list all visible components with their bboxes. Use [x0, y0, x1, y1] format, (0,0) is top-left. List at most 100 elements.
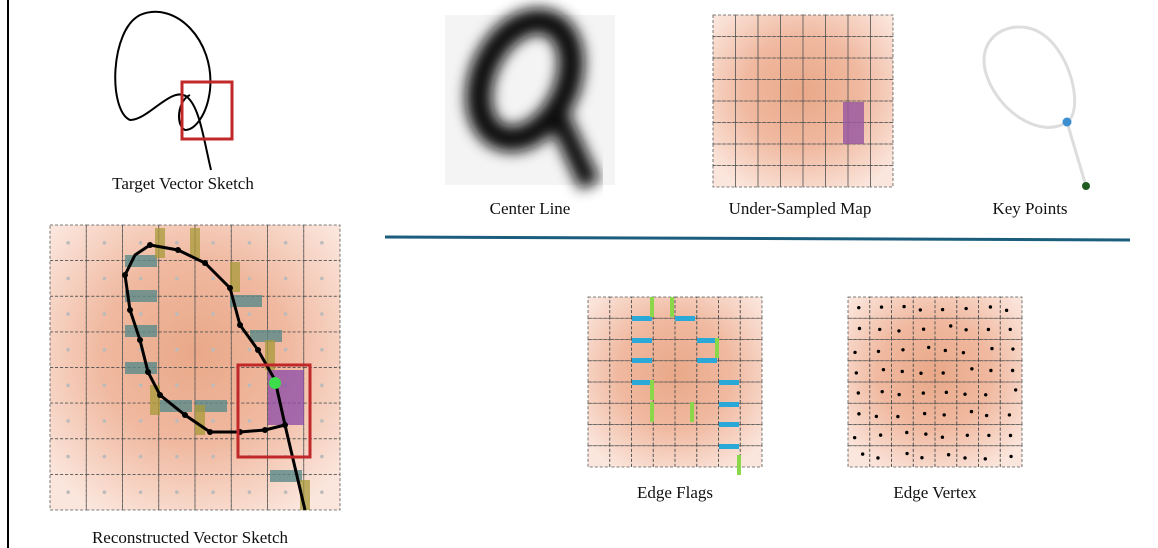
grid-dot [175, 419, 179, 423]
vertex [945, 391, 948, 394]
edge-flag [715, 338, 719, 358]
edge-flag [719, 422, 739, 427]
divider [385, 237, 1130, 240]
grid-dot [211, 241, 215, 245]
grid-dot [320, 419, 324, 423]
grid-dot [103, 419, 107, 423]
vertex [202, 260, 208, 266]
vertex [853, 436, 856, 439]
edge-flag [697, 338, 717, 343]
edge-flag [155, 228, 165, 258]
label: Edge Vertex [893, 483, 977, 502]
label: Key Points [992, 199, 1067, 218]
grid-dot [211, 455, 215, 459]
edge-flag [125, 325, 157, 337]
edge-flag [719, 380, 739, 385]
vertex [941, 436, 944, 439]
vertex [942, 413, 945, 416]
key-point [1082, 182, 1090, 190]
grid-dot [66, 241, 70, 245]
edge-flag [650, 380, 654, 400]
edge-flag [125, 362, 157, 374]
grid-dot [139, 490, 143, 494]
vertex [987, 328, 990, 331]
vertex [963, 392, 966, 395]
label: Edge Flags [637, 483, 713, 502]
vertex [182, 412, 188, 418]
vertex [858, 327, 861, 330]
grid-dot [175, 348, 179, 352]
grid-dot [66, 455, 70, 459]
vertex [255, 347, 261, 353]
vertex [970, 367, 973, 370]
grid-dot [175, 490, 179, 494]
vertex [857, 412, 860, 415]
focus-box [182, 82, 232, 139]
vertex [853, 351, 856, 354]
vertex [1011, 369, 1014, 372]
vertex [947, 453, 950, 456]
key-point [269, 377, 281, 389]
vertex [145, 369, 151, 375]
vertex [157, 392, 163, 398]
grid-dot [175, 455, 179, 459]
vertex [857, 391, 860, 394]
vertex [1008, 413, 1011, 416]
edge-flag [670, 297, 674, 317]
key-point [1063, 118, 1072, 127]
grid-dot [320, 384, 324, 388]
grid-dot [66, 312, 70, 316]
vertex [964, 328, 967, 331]
vertex [989, 369, 992, 372]
vertex [963, 456, 966, 459]
grid-dot [175, 277, 179, 281]
vertex [282, 422, 288, 428]
vertex [1014, 388, 1017, 391]
vertex [984, 457, 987, 460]
edge-flag [675, 316, 695, 321]
grid-dot [248, 241, 252, 245]
grid-dot [211, 490, 215, 494]
edge-flag [737, 455, 741, 475]
grid-dot [103, 455, 107, 459]
edge-flag [195, 405, 205, 435]
vertex [941, 308, 944, 311]
grid-dot [66, 348, 70, 352]
vertex [924, 432, 927, 435]
vertex [896, 415, 899, 418]
vertex [127, 307, 133, 313]
vertex [1009, 455, 1012, 458]
vertex [919, 308, 922, 311]
grid-dot [320, 312, 324, 316]
grid-dot [175, 312, 179, 316]
grid-dot [211, 348, 215, 352]
grid-dot [103, 241, 107, 245]
vertex [1011, 347, 1014, 350]
grid-dot [66, 490, 70, 494]
grid-dot [211, 419, 215, 423]
vertex [227, 285, 233, 291]
grid-dot [103, 384, 107, 388]
target-sketch [115, 12, 211, 170]
vertex [897, 393, 900, 396]
grid-dot [248, 384, 252, 388]
grid-dot [66, 277, 70, 281]
edge-flag [632, 338, 652, 343]
grid-dot [66, 419, 70, 423]
grid-dot [320, 490, 324, 494]
vertex [877, 350, 880, 353]
vertex [922, 328, 925, 331]
grid-dot [320, 455, 324, 459]
grid-dot [320, 277, 324, 281]
grid-dot [248, 490, 252, 494]
grid-dot [211, 384, 215, 388]
label: Center Line [490, 199, 571, 218]
figure: Target Vector Sketch Center Line Under-S… [0, 0, 1158, 548]
edge-flag [690, 402, 694, 422]
edge-flag [190, 228, 200, 258]
vertex [923, 412, 926, 415]
label: Under-Sampled Map [729, 199, 872, 218]
grid-dot [284, 348, 288, 352]
grid-dot [211, 277, 215, 281]
vertex [175, 247, 181, 253]
